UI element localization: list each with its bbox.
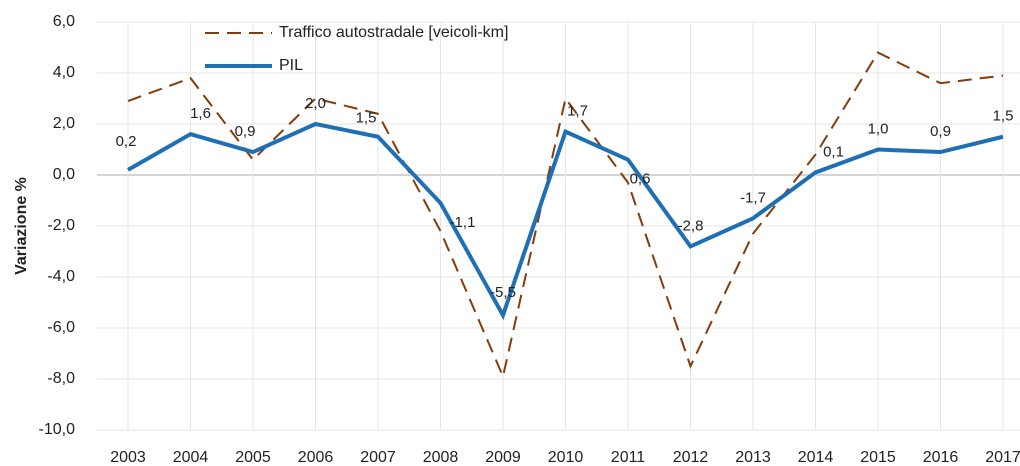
x-tick-label: 2007 [360,449,396,466]
y-tick-label: 6,0 [53,13,75,30]
y-tick-label: -10,0 [39,421,76,438]
x-tick-label: 2009 [485,449,521,466]
data-label: -1,1 [450,214,476,231]
x-tick-label: 2015 [860,449,896,466]
y-axis-title: Variazione % [13,177,30,275]
x-tick-label: 2006 [298,449,334,466]
data-label: -5,5 [490,284,516,301]
data-label: 0,1 [823,143,844,160]
x-tick-label: 2014 [798,449,834,466]
data-label: 1,6 [190,105,211,122]
y-tick-label: 0,0 [53,166,75,183]
data-label: 1,5 [356,110,377,127]
y-tick-label: 4,0 [53,64,75,81]
series-line [127,51,1004,380]
data-label: 1,5 [993,108,1014,125]
data-label: 0,9 [235,123,256,140]
data-label: 0,9 [930,123,951,140]
x-tick-label: 2010 [548,449,584,466]
x-tick-label: 2013 [735,449,771,466]
data-label: -2,8 [678,217,704,234]
x-tick-label: 2012 [673,449,709,466]
data-label: 2,0 [305,95,326,112]
data-label: -1,7 [740,189,766,206]
data-label: 1,7 [567,103,588,120]
legend-label: Traffico autostradale [veicoli-km] [279,24,508,41]
x-tick-label: 2011 [611,449,646,466]
y-tick-label: -8,0 [47,370,75,387]
x-tick-label: 2004 [173,449,209,466]
y-tick-label: -2,0 [47,217,75,234]
x-tick-label: 2003 [110,449,146,466]
data-label: 1,0 [868,120,889,137]
y-tick-label: 2,0 [53,115,75,132]
data-label: 0,2 [116,133,137,150]
x-tick-label: 2008 [423,449,459,466]
x-tick-label: 2005 [235,449,271,466]
series-line [127,121,1004,321]
data-label: 0,6 [630,171,651,188]
y-tick-label: -4,0 [47,268,75,285]
y-tick-label: -6,0 [47,319,75,336]
x-tick-label: 2017 [985,449,1020,466]
x-tick-label: 2016 [923,449,959,466]
legend-label: PIL [279,57,303,74]
